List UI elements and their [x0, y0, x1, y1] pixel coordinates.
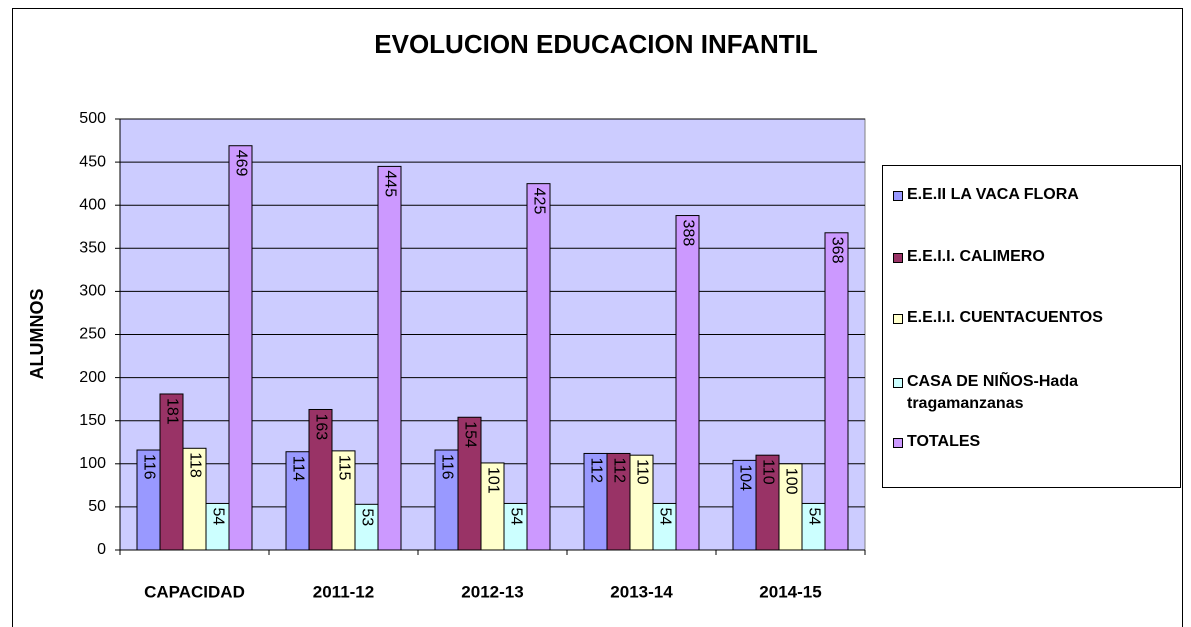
chart-title: EVOLUCION EDUCACION INFANTIL: [374, 29, 818, 59]
data-label: 104: [736, 464, 753, 491]
x-tick-label: 2011-12: [313, 582, 374, 601]
x-tick-label: 2013-14: [610, 582, 673, 601]
y-tick-label: 100: [79, 455, 106, 472]
data-label: 368: [828, 237, 845, 264]
y-tick-label: 450: [79, 153, 106, 170]
y-tick-label: 500: [79, 110, 106, 127]
data-label: 469: [232, 150, 249, 177]
y-tick-label: 250: [79, 326, 106, 343]
legend-label: CASA DE NIÑOS-Hada tragamanzanas: [907, 373, 1078, 412]
data-label: 54: [209, 507, 226, 525]
data-label: 118: [186, 452, 203, 478]
y-tick-label: 150: [79, 412, 106, 429]
legend: E.E.II LA VACA FLORA E.E.I.I. CALIMERO E.E…: [882, 165, 1181, 488]
data-label: 445: [381, 170, 398, 197]
data-label: 163: [312, 413, 329, 440]
x-tick-label: 2012-13: [461, 582, 523, 601]
legend-label: E.E.I.I. CUENTACUENTOS: [907, 309, 1103, 326]
legend-label: E.E.I.I. CALIMERO: [907, 248, 1045, 265]
y-tick-label: 400: [79, 196, 106, 213]
data-label: 114: [289, 456, 306, 482]
bar: [377, 165, 402, 551]
legend-label: E.E.II LA VACA FLORA: [907, 186, 1079, 203]
data-label: 110: [759, 459, 776, 485]
data-label: 388: [679, 220, 696, 247]
y-axis-label: ALUMNOS: [27, 289, 47, 380]
legend-swatch: [893, 378, 903, 388]
data-label: 100: [782, 468, 799, 495]
legend-swatch: [893, 253, 903, 263]
data-label: 54: [656, 507, 673, 525]
bar: [526, 183, 551, 551]
legend-item: TOTALES: [893, 431, 1178, 453]
data-label: 53: [358, 508, 375, 526]
data-label: 112: [610, 457, 627, 483]
chart-border: [12, 8, 1183, 627]
data-label: 425: [530, 188, 547, 215]
legend-swatch: [893, 314, 903, 324]
y-tick-label: 350: [79, 240, 106, 257]
legend-item: E.E.II LA VACA FLORA: [893, 184, 1178, 206]
x-tick-label: CAPACIDAD: [144, 582, 245, 601]
bar: [675, 215, 700, 551]
y-tick-label: 200: [79, 369, 106, 386]
y-tick-label: 300: [79, 283, 106, 300]
data-label: 54: [805, 507, 822, 525]
y-tick-label: 50: [88, 498, 106, 515]
data-label: 115: [335, 455, 352, 481]
y-tick-label: 0: [97, 541, 106, 558]
legend-swatch: [893, 191, 903, 201]
data-label: 181: [163, 398, 180, 425]
bar: [824, 232, 849, 551]
legend-item: E.E.I.I. CALIMERO: [893, 246, 1178, 268]
data-label: 110: [633, 459, 650, 485]
data-label: 54: [507, 507, 524, 525]
legend-item: E.E.I.I. CUENTACUENTOS: [893, 307, 1178, 329]
legend-label: TOTALES: [907, 433, 981, 450]
data-label: 101: [484, 467, 501, 494]
data-label: 116: [438, 454, 455, 480]
bar: [228, 145, 253, 551]
x-tick-label: 2014-15: [759, 582, 821, 601]
data-label: 112: [587, 457, 604, 483]
legend-swatch: [893, 438, 903, 448]
data-label: 154: [461, 421, 478, 448]
data-label: 116: [140, 454, 157, 480]
legend-item: CASA DE NIÑOS-Hada tragamanzanas: [893, 371, 1178, 415]
